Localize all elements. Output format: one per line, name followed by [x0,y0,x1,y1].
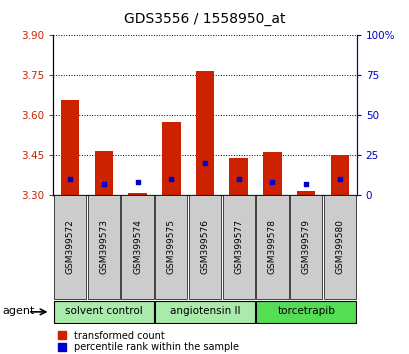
Point [268,179,275,185]
Bar [155,195,187,299]
Bar [88,195,120,299]
Text: agent: agent [2,307,34,316]
Point [201,160,208,166]
Point [235,176,241,182]
Bar [256,301,355,323]
Bar [54,195,86,299]
Text: GSM399577: GSM399577 [234,219,243,274]
Bar [155,301,254,323]
Point [134,179,141,185]
Bar [296,191,315,195]
Bar [323,195,355,299]
Bar [94,151,113,195]
Bar [162,122,180,195]
Text: GSM399580: GSM399580 [335,219,344,274]
Text: GSM399572: GSM399572 [65,219,74,274]
Text: GSM399578: GSM399578 [267,219,276,274]
Bar [54,301,153,323]
Bar [195,71,214,195]
Text: GSM399574: GSM399574 [133,219,142,274]
Bar [289,195,321,299]
Text: GDS3556 / 1558950_at: GDS3556 / 1558950_at [124,12,285,27]
Bar [229,158,247,195]
Legend: transformed count, percentile rank within the sample: transformed count, percentile rank withi… [58,331,238,353]
Point [100,181,107,186]
Text: GSM399576: GSM399576 [200,219,209,274]
Text: torcetrapib: torcetrapib [276,307,334,316]
Point [67,176,73,182]
Bar [121,195,153,299]
Text: angiotensin II: angiotensin II [169,307,240,316]
Text: GSM399579: GSM399579 [301,219,310,274]
Point [336,176,342,182]
Bar [256,195,288,299]
Point [168,176,174,182]
Text: solvent control: solvent control [65,307,142,316]
Point [302,181,309,186]
Text: GSM399573: GSM399573 [99,219,108,274]
Bar [263,152,281,195]
Bar [330,155,348,195]
Bar [128,193,146,195]
Bar [189,195,220,299]
Text: GSM399575: GSM399575 [166,219,175,274]
Bar [222,195,254,299]
Bar [61,101,79,195]
